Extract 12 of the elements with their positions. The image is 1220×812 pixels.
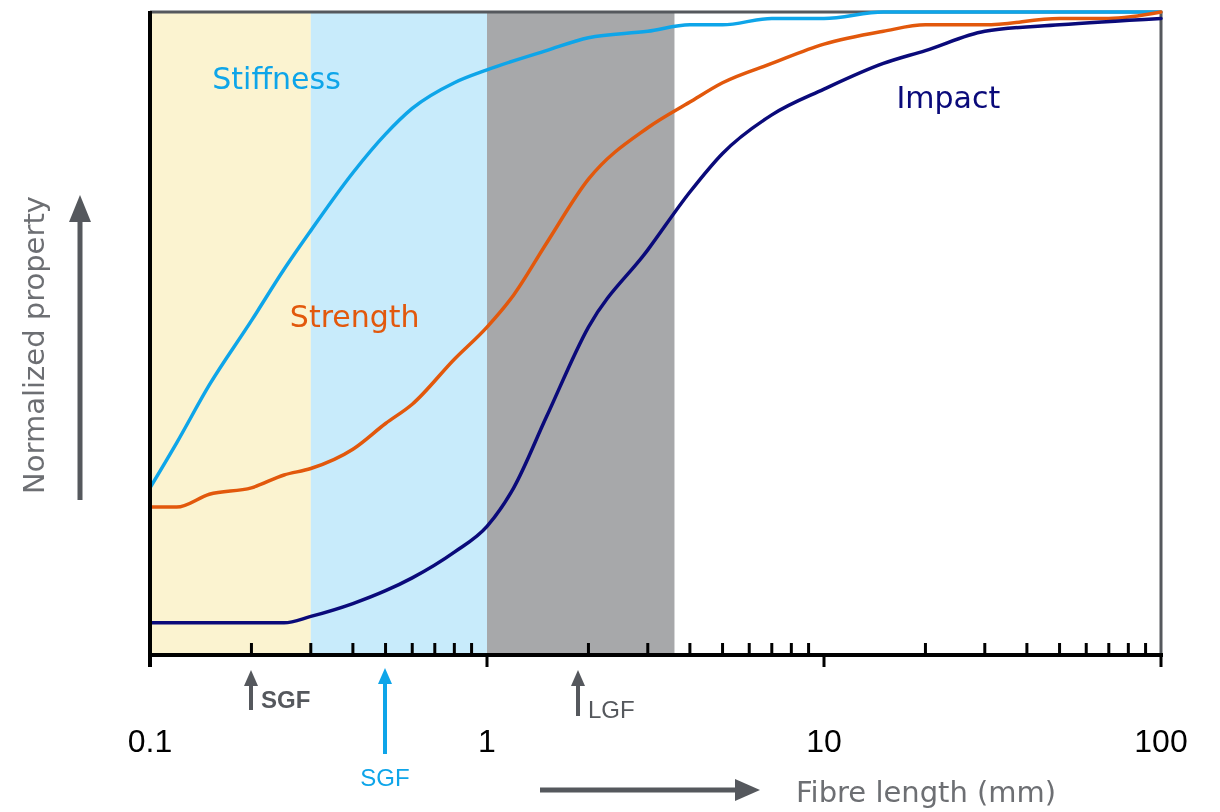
text: SGF [261, 686, 311, 713]
series-label: Impact [896, 80, 1001, 116]
x-tick-label: 10 [806, 723, 842, 759]
text: SGF [360, 764, 410, 791]
series-label: Strength [289, 299, 420, 335]
x-axis-title: Fibre length (mm) [796, 775, 1057, 809]
x-tick-label: 0.1 [127, 723, 173, 759]
x-tick-label: 100 [1134, 723, 1188, 759]
y-axis-title: Normalized property [17, 196, 51, 494]
x-tick-label: 1 [478, 723, 496, 759]
series-label: Stiffness [212, 61, 341, 97]
text: LGF [588, 696, 635, 723]
